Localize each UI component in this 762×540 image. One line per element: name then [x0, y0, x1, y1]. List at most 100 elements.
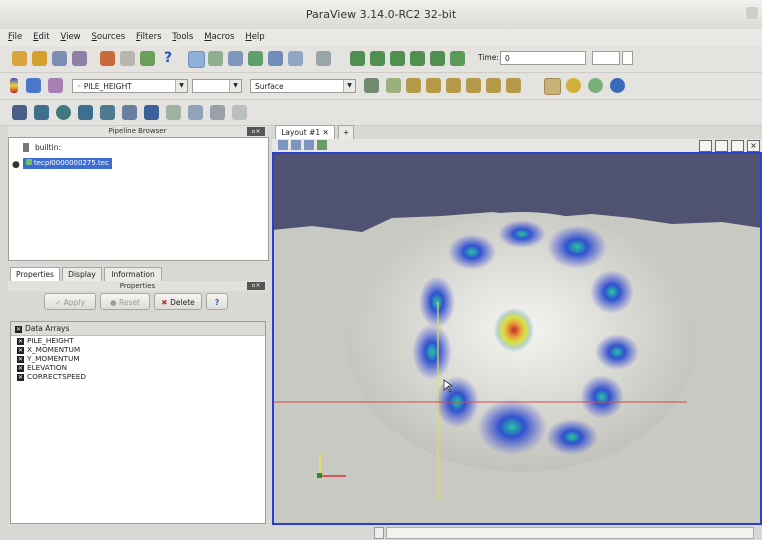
open-recent-icon[interactable]	[32, 51, 47, 66]
warp-vector-icon[interactable]	[188, 105, 203, 120]
rotate-camera-icon[interactable]	[610, 78, 625, 93]
interactive-select-icon[interactable]	[316, 51, 331, 66]
add-layout-button[interactable]: +	[338, 125, 354, 139]
edit-color-map-icon[interactable]	[26, 78, 41, 93]
reset-view-icon[interactable]	[386, 78, 401, 93]
close-tab-icon[interactable]: ✕	[322, 128, 329, 137]
array-label: ELEVATION	[27, 363, 68, 372]
clip-icon[interactable]	[56, 105, 71, 120]
menu-view[interactable]: View	[60, 32, 81, 42]
play-icon[interactable]	[390, 51, 405, 66]
split-horizontal-icon[interactable]	[699, 140, 712, 152]
view-neg-y-icon[interactable]	[466, 78, 481, 93]
center-axes-icon[interactable]	[544, 78, 561, 95]
view-pos-z-icon[interactable]	[486, 78, 501, 93]
previous-frame-icon[interactable]	[370, 51, 385, 66]
time-input[interactable]: 0	[500, 51, 586, 65]
delete-button[interactable]: ✖ Delete	[154, 293, 202, 310]
help-icon[interactable]: ?	[164, 50, 173, 66]
help-button[interactable]: ?	[206, 293, 228, 310]
camera-link-icon[interactable]	[317, 140, 327, 150]
menu-sources[interactable]: Sources	[91, 32, 126, 42]
glyph-icon[interactable]	[144, 105, 159, 120]
reset-button[interactable]: ● Reset	[100, 293, 150, 310]
calculator-icon[interactable]	[12, 105, 27, 120]
slice-icon[interactable]	[78, 105, 93, 120]
contour-icon[interactable]	[34, 105, 49, 120]
reset-label: Reset	[118, 298, 140, 307]
tab-information[interactable]: Information	[104, 267, 162, 281]
select-block-icon[interactable]	[288, 51, 303, 66]
capture-image-icon[interactable]	[278, 140, 288, 150]
menu-macros[interactable]: Macros	[204, 32, 235, 42]
pipeline-item-label: tecpl0000000275.tec	[34, 159, 109, 167]
array-row[interactable]: ✕ Y_MOMENTUM	[11, 354, 265, 363]
extract-level-icon[interactable]	[232, 105, 247, 120]
connect-icon[interactable]	[140, 51, 155, 66]
view-pos-y-icon[interactable]	[446, 78, 461, 93]
panel-float-close-icon[interactable]: ▫×	[247, 127, 265, 136]
axes-grid-icon[interactable]	[364, 78, 379, 93]
last-frame-icon[interactable]	[430, 51, 445, 66]
panel-float-close-icon[interactable]: ▫×	[247, 282, 265, 290]
render-view[interactable]	[272, 152, 762, 525]
array-row[interactable]: ✕ ELEVATION	[11, 363, 265, 372]
component-select[interactable]: ▼	[192, 79, 242, 93]
mouse-cursor-icon	[443, 379, 453, 393]
view-neg-z-icon[interactable]	[506, 78, 521, 93]
extract-subset-icon[interactable]	[122, 105, 137, 120]
group-datasets-icon[interactable]	[210, 105, 225, 120]
close-view-icon[interactable]: ×	[747, 140, 760, 152]
select-cells-icon[interactable]	[228, 51, 243, 66]
rescale-range-icon[interactable]	[48, 78, 63, 93]
redo-icon[interactable]	[120, 51, 135, 66]
undo-icon[interactable]	[100, 51, 115, 66]
tab-display[interactable]: Display	[62, 267, 102, 281]
menu-tools[interactable]: Tools	[172, 32, 194, 42]
array-row[interactable]: ✕ CORRECTSPEED	[11, 372, 265, 381]
select-points-icon[interactable]	[248, 51, 263, 66]
eye-icon[interactable]: ●	[12, 160, 20, 170]
view-neg-x-icon[interactable]	[426, 78, 441, 93]
apply-button[interactable]: ✓ Apply	[44, 293, 96, 310]
select-frustum-icon[interactable]	[268, 51, 283, 66]
split-vertical-icon[interactable]	[715, 140, 728, 152]
reset-center-icon[interactable]	[588, 78, 603, 93]
open-icon[interactable]	[12, 51, 27, 66]
render-canvas[interactable]	[272, 152, 762, 525]
save-state-icon[interactable]	[72, 51, 87, 66]
array-row[interactable]: ✕ X_MOMENTUM	[11, 345, 265, 354]
threshold-icon[interactable]	[100, 105, 115, 120]
menu-edit[interactable]: Edit	[33, 32, 50, 42]
checkbox-checked-icon: ✕	[17, 364, 24, 372]
undo-camera-icon[interactable]	[291, 140, 301, 150]
menu-help[interactable]: Help	[245, 32, 265, 42]
color-by-select[interactable]: ◦ PILE_HEIGHT ▼	[72, 79, 188, 93]
redo-camera-icon[interactable]	[304, 140, 314, 150]
zoom-to-data-icon[interactable]	[208, 51, 223, 66]
reset-camera-icon[interactable]	[188, 51, 205, 68]
scrollbar-handle[interactable]	[374, 527, 384, 539]
menu-file[interactable]: File	[8, 32, 23, 42]
view-pos-x-icon[interactable]	[406, 78, 421, 93]
loop-icon[interactable]	[450, 51, 465, 66]
stream-tracer-icon[interactable]	[166, 105, 181, 120]
pipeline-item[interactable]: tecpl0000000275.tec	[23, 158, 112, 169]
tab-layout-1[interactable]: Layout #1 ✕	[275, 125, 335, 139]
array-row[interactable]: ✕ PILE_HEIGHT	[11, 336, 265, 345]
first-frame-icon[interactable]	[350, 51, 365, 66]
maximize-view-icon[interactable]	[731, 140, 744, 152]
time-step-input[interactable]	[592, 51, 620, 65]
menu-filters[interactable]: Filters	[136, 32, 162, 42]
tab-properties[interactable]: Properties	[10, 267, 60, 281]
time-spinner[interactable]	[622, 51, 633, 65]
pipeline-root[interactable]: builtin:	[23, 143, 61, 152]
close-window-button[interactable]	[746, 7, 758, 19]
next-frame-icon[interactable]	[410, 51, 425, 66]
representation-select[interactable]: Surface ▼	[250, 79, 356, 93]
save-data-icon[interactable]	[52, 51, 67, 66]
data-arrays-header[interactable]: ✕ Data Arrays	[11, 322, 265, 336]
array-label: X_MOMENTUM	[27, 345, 81, 354]
pick-center-icon[interactable]	[566, 78, 581, 93]
color-legend-icon[interactable]	[10, 78, 18, 93]
